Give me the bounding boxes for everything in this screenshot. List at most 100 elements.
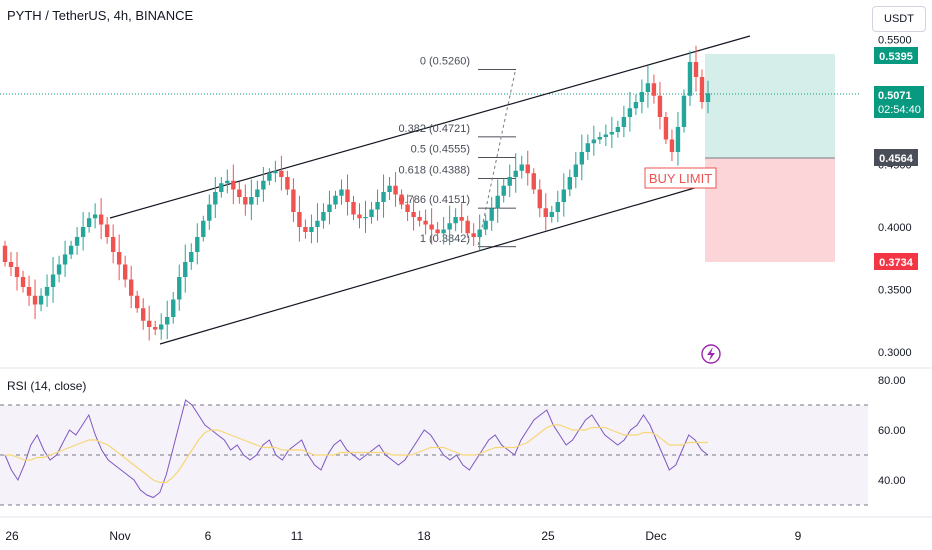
fib-level-label: 0.5 (0.4555) <box>411 144 470 156</box>
fib-level-label: 1 (0.3842) <box>420 233 470 245</box>
buy-limit-label: BUY LIMIT <box>649 171 712 186</box>
candle <box>483 214 488 236</box>
candle <box>429 208 434 245</box>
fib-level-label: 0.618 (0.4388) <box>398 165 470 177</box>
candle <box>435 222 440 240</box>
candle <box>327 190 332 225</box>
candle <box>579 134 585 181</box>
candle <box>693 45 699 92</box>
candle <box>561 173 566 217</box>
svg-text:02:54:40: 02:54:40 <box>878 104 921 116</box>
candle <box>321 203 326 229</box>
candle <box>669 129 675 161</box>
candle <box>681 89 687 133</box>
candle <box>405 194 410 221</box>
candle <box>297 195 302 242</box>
candle <box>357 203 362 229</box>
svg-text:0.5395: 0.5395 <box>879 51 913 63</box>
candle <box>20 270 26 293</box>
order-label[interactable]: BUY LIMIT <box>644 167 717 189</box>
candle <box>80 212 86 251</box>
candle <box>573 152 579 189</box>
candle <box>110 224 116 264</box>
candle <box>417 210 422 227</box>
time-tick-label: 6 <box>205 529 212 543</box>
candle <box>237 182 242 204</box>
fib-trend-line[interactable] <box>477 71 516 247</box>
candle <box>705 80 711 114</box>
candle <box>459 203 464 234</box>
time-tick-label: 11 <box>291 529 304 543</box>
currency-selector[interactable]: USDT <box>872 6 926 32</box>
candle <box>14 252 20 291</box>
candle <box>177 264 182 311</box>
candle <box>513 153 518 193</box>
candle <box>116 234 122 281</box>
chart-title: PYTH / TetherUS, 4h, BINANCE <box>7 8 194 23</box>
candle <box>399 189 404 209</box>
candle <box>309 214 314 244</box>
time-tick-label: 25 <box>541 529 555 543</box>
candle <box>471 223 476 246</box>
lightning-icon[interactable] <box>701 344 721 364</box>
svg-text:0.4564: 0.4564 <box>879 153 914 165</box>
candle <box>207 194 212 230</box>
candle <box>32 279 38 320</box>
candle <box>345 174 350 216</box>
candle <box>273 160 278 183</box>
candle <box>543 193 548 231</box>
candle <box>615 120 621 138</box>
price-tick-label: 0.3000 <box>878 347 912 359</box>
candle <box>489 197 494 231</box>
candle <box>261 167 266 202</box>
candle <box>411 197 416 231</box>
candle <box>303 219 308 239</box>
candle <box>249 179 254 221</box>
candle <box>44 274 50 307</box>
target-zone <box>705 54 835 158</box>
candle <box>333 190 338 209</box>
candle <box>507 164 512 197</box>
svg-text:0.5071: 0.5071 <box>878 90 912 102</box>
time-tick-label: 26 <box>5 529 19 543</box>
fib-level-label: 0.382 (0.4721) <box>398 123 470 135</box>
candle <box>291 178 296 223</box>
candle <box>189 243 194 270</box>
candle <box>92 203 98 229</box>
rsi-label: RSI (14, close) <box>7 379 87 393</box>
candle <box>441 217 446 245</box>
rsi-tick-label: 40.00 <box>878 475 906 487</box>
candle <box>657 82 663 130</box>
candle <box>279 155 284 191</box>
candle <box>651 74 657 104</box>
channel-lower-line[interactable] <box>159 181 716 345</box>
candle <box>8 252 14 276</box>
candle <box>525 150 530 186</box>
candle <box>591 125 597 156</box>
candle <box>567 169 573 197</box>
candlesticks <box>2 45 711 341</box>
candle <box>219 177 224 198</box>
candle <box>68 240 74 259</box>
rsi-tick-label: 60.00 <box>878 425 906 437</box>
candle <box>50 257 56 303</box>
candle <box>495 179 500 223</box>
candle <box>339 179 344 205</box>
candle <box>147 305 152 341</box>
candle <box>38 288 44 312</box>
time-tick-label: 9 <box>795 529 802 543</box>
price-tick-label: 0.4000 <box>878 222 912 234</box>
candle <box>621 105 627 138</box>
candle <box>381 174 386 218</box>
channel-upper-line[interactable] <box>109 35 751 219</box>
price-tag-entry: 0.4564 <box>874 149 918 166</box>
candle <box>140 298 146 330</box>
candle <box>531 168 536 194</box>
candle <box>213 177 218 218</box>
rsi-tick-label: 80.00 <box>878 375 906 387</box>
candle <box>315 203 320 243</box>
fib-level-label: 0 (0.5260) <box>420 56 470 68</box>
candle <box>585 134 591 160</box>
candle <box>609 117 615 148</box>
